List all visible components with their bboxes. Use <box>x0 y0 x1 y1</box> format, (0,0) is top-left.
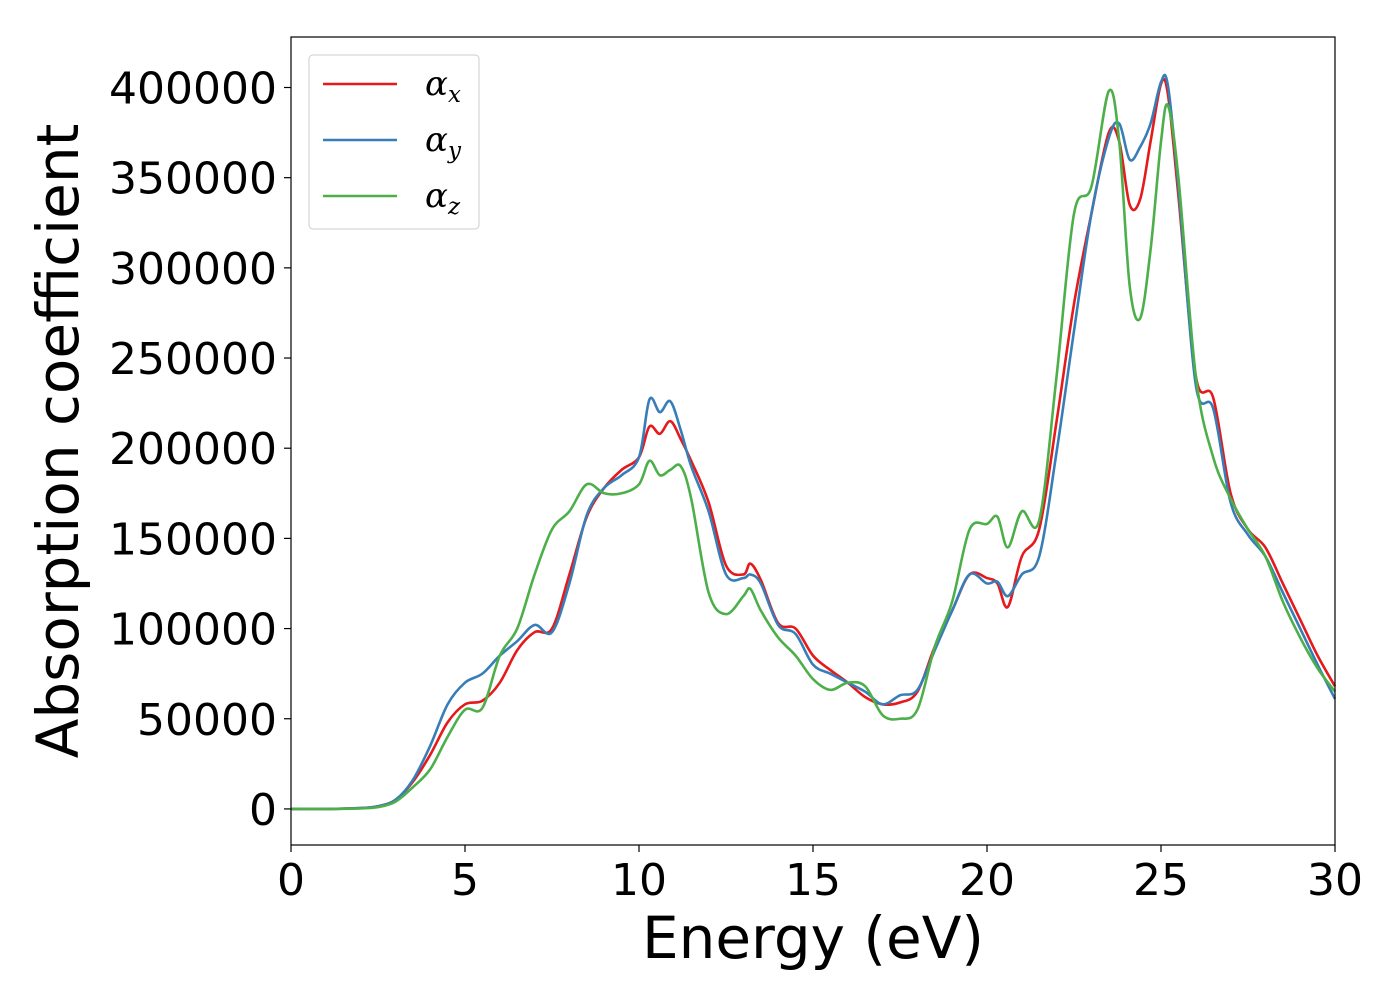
y-tick-label: 50000 <box>137 695 277 746</box>
x-tick-label: 15 <box>785 855 841 906</box>
x-tick-label: 20 <box>959 855 1015 906</box>
legend-label-z: αz <box>425 176 461 220</box>
x-axis-title: Energy (eV) <box>642 904 984 972</box>
y-axis: 0 50000 100000 150000 200000 250000 300000 3500… <box>109 64 291 836</box>
legend: αx αy αz <box>308 54 480 230</box>
x-tick-label: 10 <box>611 855 667 906</box>
x-tick-label: 25 <box>1133 855 1189 906</box>
y-tick-label: 0 <box>249 785 277 836</box>
series-layer <box>290 73 1337 811</box>
y-tick-label: 300000 <box>109 244 277 295</box>
series-line-y <box>290 73 1337 811</box>
x-tick-label: 0 <box>277 855 305 906</box>
legend-box <box>308 54 480 230</box>
legend-label-y: αy <box>425 120 462 164</box>
y-tick-label: 400000 <box>109 64 277 115</box>
series-line-z <box>290 88 1337 811</box>
legend-label-x: αx <box>425 64 461 108</box>
y-axis-title: Absorption coefficient <box>24 124 92 759</box>
y-tick-label: 250000 <box>109 334 277 385</box>
x-tick-label: 30 <box>1307 855 1363 906</box>
y-tick-label: 350000 <box>109 154 277 205</box>
x-tick-label: 5 <box>451 855 479 906</box>
x-axis: 0 5 10 15 20 25 30 <box>277 845 1363 906</box>
y-tick-label: 100000 <box>109 605 277 656</box>
y-tick-label: 200000 <box>109 424 277 475</box>
y-tick-label: 150000 <box>109 514 277 565</box>
